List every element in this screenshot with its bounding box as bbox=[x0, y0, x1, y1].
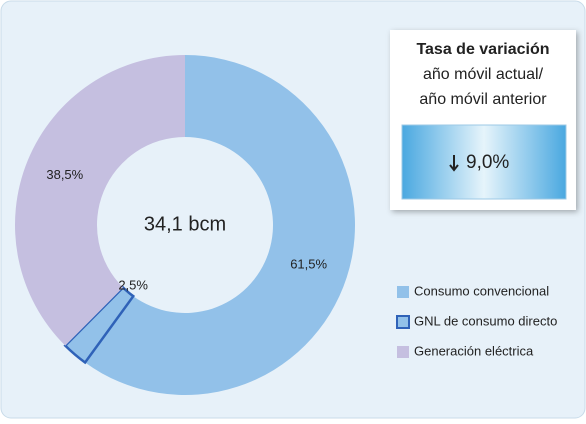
legend-label: GNL de consumo directo bbox=[414, 313, 557, 328]
legend-swatch bbox=[396, 315, 410, 329]
legend-swatch bbox=[397, 346, 409, 358]
info-value-box bbox=[401, 124, 567, 200]
center-label: 34,1 bcm bbox=[144, 213, 226, 235]
info-title: Tasa de variación bbox=[416, 41, 549, 58]
down-arrow bbox=[449, 155, 459, 172]
legend-label: Generación eléctrica bbox=[414, 343, 534, 358]
legend-label: Consumo convencional bbox=[414, 283, 549, 298]
info-line: año móvil anterior bbox=[419, 91, 547, 108]
donut-slice bbox=[85, 55, 355, 395]
legend-swatch bbox=[397, 286, 409, 298]
info-value: 9,0% bbox=[466, 152, 509, 173]
data-label: 61,5% bbox=[290, 257, 327, 272]
data-label: 38,5% bbox=[46, 167, 83, 182]
donut-slice bbox=[14, 55, 185, 346]
info-line: año móvil actual/ bbox=[423, 66, 544, 83]
data-label: 2,5% bbox=[118, 277, 148, 292]
